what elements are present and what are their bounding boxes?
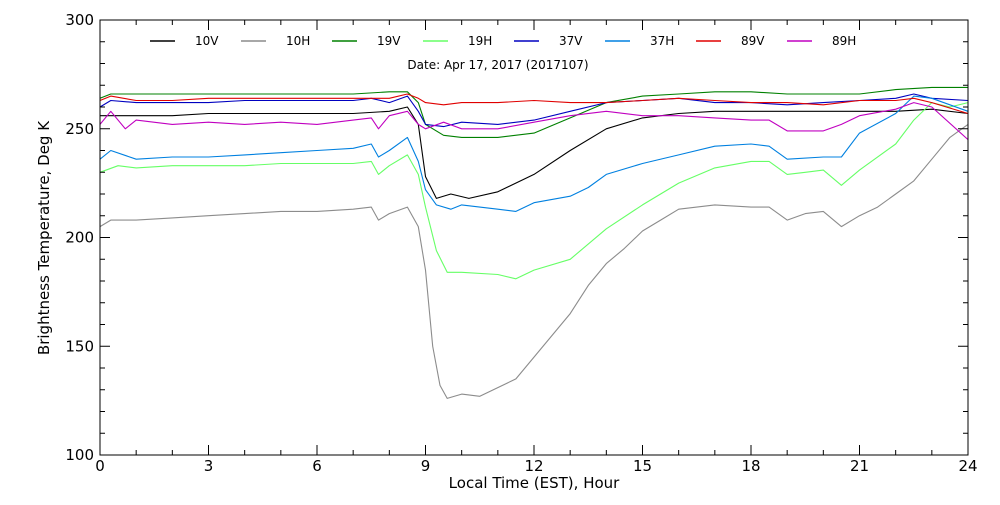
legend-label-37v: 37V xyxy=(559,34,583,48)
series-line-89h xyxy=(99,102,969,141)
x-tick-label: 15 xyxy=(633,457,652,475)
series-line-19h xyxy=(99,102,969,280)
series-line-10h xyxy=(99,123,969,399)
x-tick-label: 3 xyxy=(204,457,214,475)
legend-label-10h: 10H xyxy=(286,34,310,48)
legend: 10V 10H 19V 19H 37V 37H 89V 89H xyxy=(150,34,856,48)
x-tick-label: 24 xyxy=(958,457,977,475)
x-tick-label: 18 xyxy=(741,457,760,475)
x-tick-label: 9 xyxy=(421,457,431,475)
x-axis-title: Local Time (EST), Hour xyxy=(449,474,620,492)
series-line-89v xyxy=(99,93,969,115)
series-line-37h xyxy=(99,95,969,212)
x-tick-label: 0 xyxy=(95,457,105,475)
y-tick-label: 100 xyxy=(65,446,94,464)
y-tick-label: 200 xyxy=(65,229,94,247)
series-line-37v xyxy=(99,93,969,128)
series-layer xyxy=(99,86,969,399)
legend-label-19v: 19V xyxy=(377,34,401,48)
series-line-19v xyxy=(99,86,968,138)
legend-label-19h: 19H xyxy=(468,34,492,48)
plot-frame xyxy=(99,19,969,456)
y-tick-label: 300 xyxy=(65,11,94,29)
x-tick-label: 6 xyxy=(312,457,322,475)
legend-label-89h: 89H xyxy=(832,34,856,48)
x-tick-label: 21 xyxy=(850,457,869,475)
y-tick-label: 250 xyxy=(65,120,94,138)
x-tick-label: 12 xyxy=(524,457,543,475)
legend-label-10v: 10V xyxy=(195,34,219,48)
legend-label-89v: 89V xyxy=(741,34,765,48)
series-line-10v xyxy=(100,106,969,199)
y-axis-title: Brightness Temperature, Deg K xyxy=(35,120,53,355)
chart-title: Date: Apr 17, 2017 (2017107) xyxy=(407,58,588,72)
legend-label-37h: 37H xyxy=(650,34,674,48)
y-tick-label: 150 xyxy=(65,337,94,355)
ticks-layer: 0 3 6 9 12 15 18 21 24 100 150 200 250 300 xyxy=(65,11,977,475)
